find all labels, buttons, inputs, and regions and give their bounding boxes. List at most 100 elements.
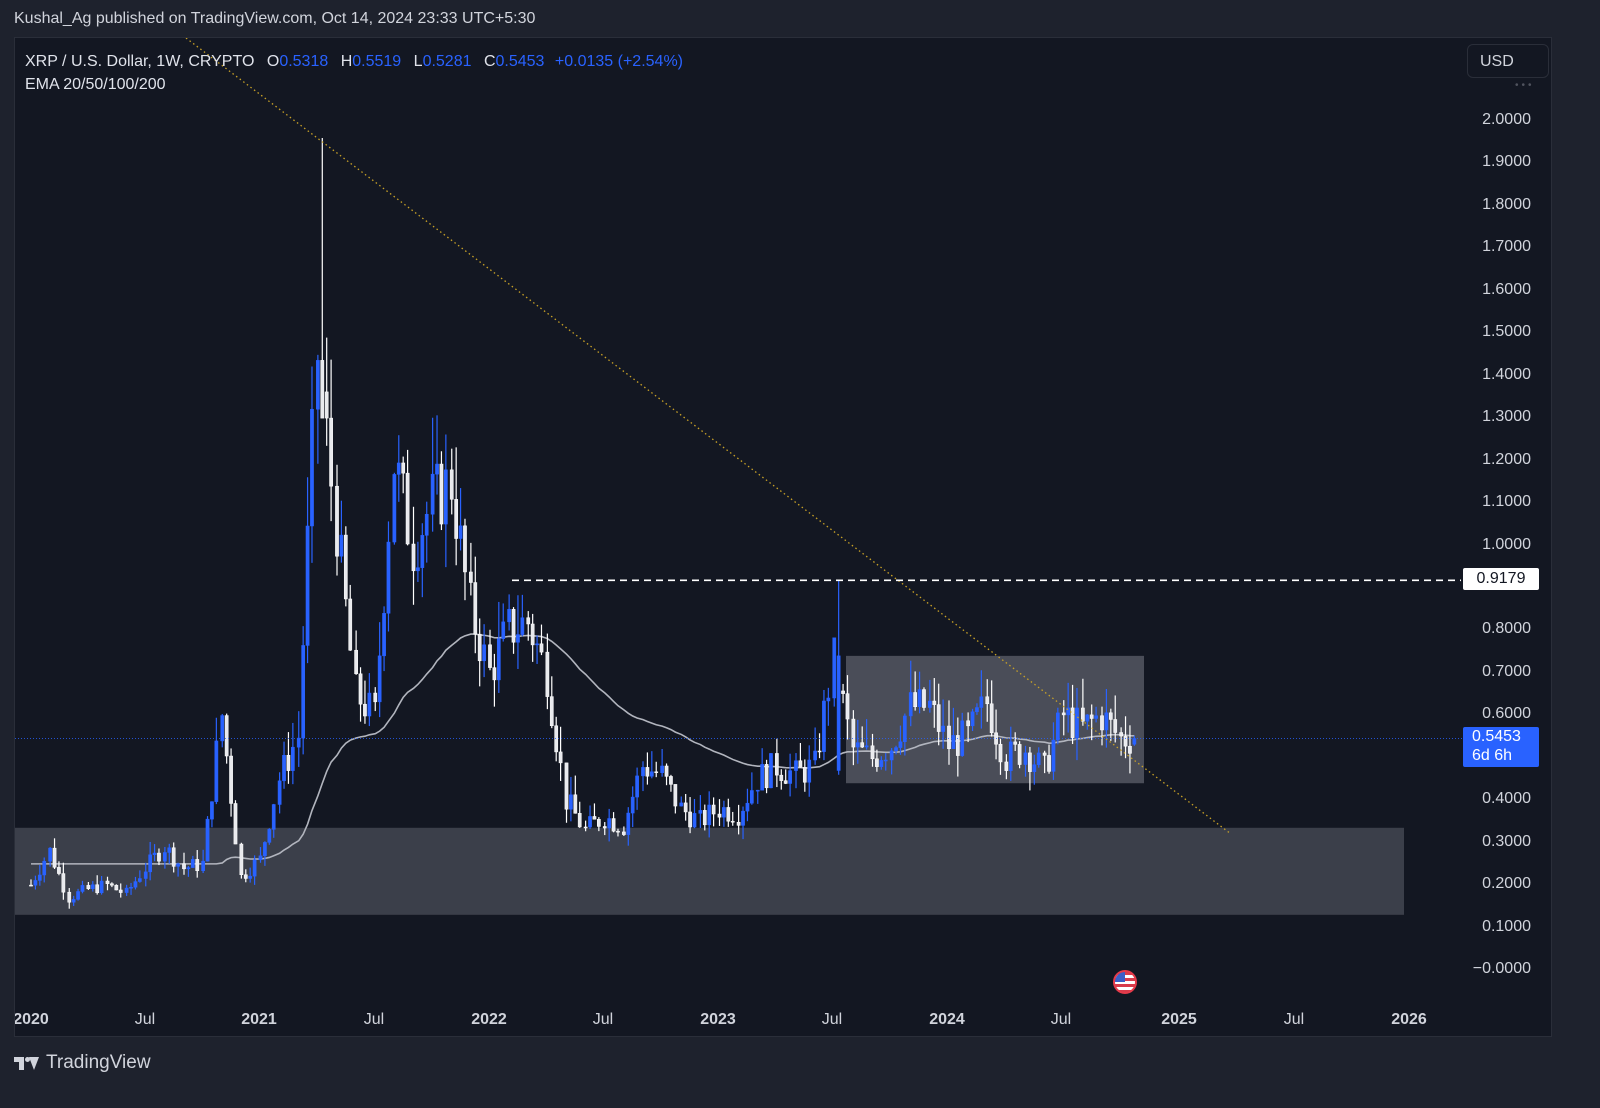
support-zone [15,827,1404,915]
candle-body [966,720,970,727]
candle-body [396,462,401,475]
candle-body [970,711,975,727]
candle-body [76,891,80,900]
candle-body [573,794,578,814]
candle-body [611,818,616,832]
candle-body [152,852,157,856]
candle-body [424,513,429,536]
candle-body [664,765,669,777]
candle-body [707,804,712,826]
candle-body [894,747,898,752]
candle-body [439,463,444,525]
close-value: 0.5453 [495,53,545,70]
candle-body [80,885,85,892]
candle-body [592,816,597,820]
change-value: +0.0135 (+2.54%) [554,53,683,70]
candle-body [316,360,320,410]
low-label: L [413,53,423,70]
time-tick: Jul [1050,1011,1072,1028]
candle-body [736,821,741,826]
low-value: 0.5281 [422,53,472,70]
candle-body [1089,714,1094,719]
candle-body [143,871,148,879]
candle-body [626,812,631,835]
candle-body [48,847,52,862]
candle-body [951,735,956,749]
candle-body [855,742,860,748]
candle-body [310,408,314,527]
candle-body [239,843,244,876]
candle-body [473,582,478,635]
price-tick: 1.7000 [1482,238,1531,256]
candle-body [243,874,248,879]
candle-body [711,804,716,815]
candle-body [1066,707,1071,716]
indicator-row[interactable]: EMA 20/50/100/200 [25,76,166,93]
candle-body [1123,735,1128,747]
currency-button[interactable]: USD [1467,44,1549,78]
candle-body [469,571,473,583]
price-tick: 2.0000 [1482,111,1531,128]
candle-body [883,759,888,762]
candle-body [755,789,760,792]
close-label: C [483,53,496,70]
candle-body [1017,744,1022,765]
symbol-row: XRP / U.S. Dollar, 1W, CRYPTO O0.5318 H0… [25,50,683,73]
time-tick: 2020 [14,1011,49,1028]
candle-body [163,852,167,862]
candle-body [157,852,161,862]
candle-body [118,889,123,893]
candle-body [99,880,104,894]
candle-body [1004,761,1009,771]
candle-body [171,847,176,867]
candle-body [354,649,358,675]
candle-body [129,887,133,889]
candle-body [382,613,386,657]
candle-body [482,644,486,662]
time-tick: 2025 [1161,1011,1197,1028]
candle-body [86,885,91,889]
candle-body [688,811,692,828]
price-tick: 1.5000 [1482,323,1531,341]
candle-body [444,469,448,525]
candle-body [558,751,563,764]
candlestick-plot[interactable] [15,38,1552,1037]
us-flag-event-icon[interactable] [1113,970,1137,994]
candle-body [430,473,435,515]
candle-body [220,715,225,742]
candle-body [802,767,807,783]
chart-pane[interactable]: XRP / U.S. Dollar, 1W, CRYPTO O0.5318 H0… [14,37,1552,1037]
candle-body [37,874,42,881]
candle-body [764,764,769,789]
range-box [846,655,1144,784]
candle-body [583,826,588,829]
candle-body [201,860,205,871]
candle-body [717,813,722,818]
more-dots-icon[interactable]: ••• [1515,80,1535,91]
candle-body [1013,741,1018,745]
candle-body [277,780,282,805]
candle-body [1023,752,1028,765]
open-value: 0.5318 [279,53,329,70]
candle-body [124,887,129,893]
candle-body [692,813,697,828]
candle-body [841,690,845,694]
candle-body [813,750,817,761]
candle-body [908,692,913,717]
price-tick: 1.1000 [1482,493,1531,511]
candle-body [577,813,582,828]
candle-body [33,880,38,886]
candle-body [57,867,61,874]
candle-body [186,867,191,870]
price-tick: 1.0000 [1482,535,1531,553]
symbol-title[interactable]: XRP / U.S. Dollar, 1W, CRYPTO [25,53,255,70]
high-value: 0.5519 [352,53,402,70]
candle-body [367,692,372,717]
candle-body [516,634,520,643]
candle-body [454,499,459,539]
candle-body [645,767,650,777]
level-tag: 0.9179 [1463,568,1539,590]
candle-body [1070,707,1075,738]
candle-body [71,899,76,903]
candle-body [343,534,348,600]
